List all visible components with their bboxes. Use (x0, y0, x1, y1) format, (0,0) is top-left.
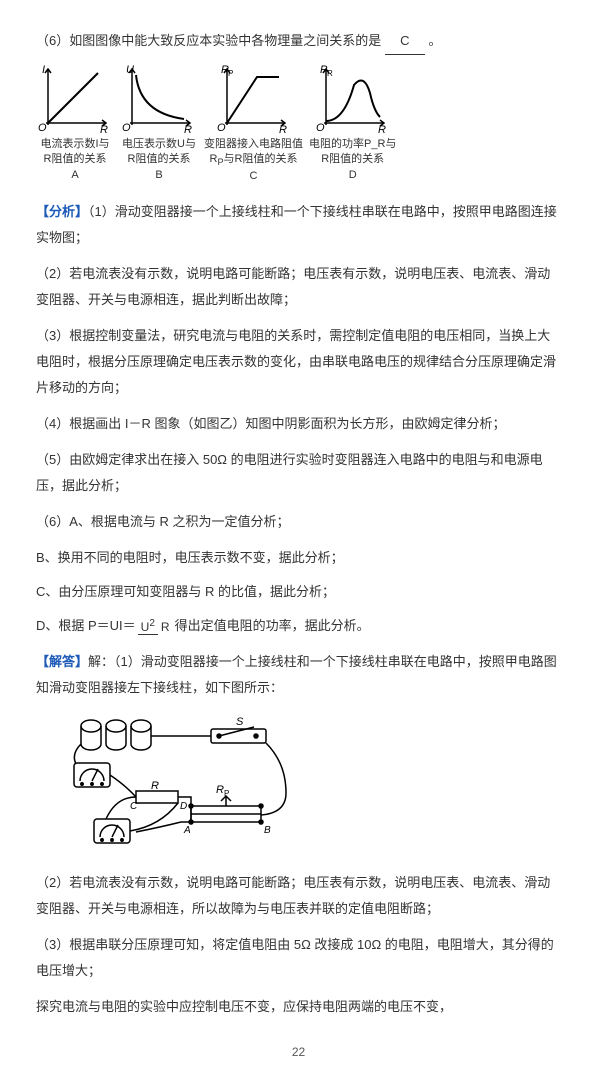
svg-text:R: R (279, 124, 287, 135)
svg-text:O: O (217, 122, 226, 134)
q6-answer-blank: C (385, 28, 425, 55)
page-number: 22 (36, 1040, 561, 1064)
opt-c: C、由分压原理可知变阻器与 R 的比值，据此分析； (36, 579, 561, 605)
d-pre: D、根据 P＝UI＝ (36, 618, 136, 633)
svg-text:R: R (151, 780, 159, 792)
svg-text:R: R (100, 124, 108, 135)
svg-text:U: U (126, 64, 134, 76)
fx-3: （3）根据控制变量法，研究电流与电阻的关系时，需控制定值电阻的电压相同，当换上大… (36, 323, 561, 401)
svg-text:O: O (38, 122, 47, 134)
svg-text:R: R (184, 124, 192, 135)
svg-text:B: B (264, 825, 271, 836)
jd-3a: （3）根据串联分压原理可知，将定值电阻由 5Ω 改接成 10Ω 的电阻，电阻增大… (36, 932, 561, 984)
fx-4: （4）根据画出 I－R 图象（如图乙）知图中阴影面积为长方形，由欧姆定律分析； (36, 411, 561, 437)
analysis-tag: 【分析】 (36, 204, 88, 219)
question-6: （6）如图图像中能大致反应本实验中各物理量之间关系的是 C 。 (36, 28, 561, 55)
svg-text:R: R (378, 124, 386, 135)
jd-2: （2）若电流表没有示数，说明电路可能断路；电压表有示数，说明电压表、电流表、滑动… (36, 870, 561, 922)
graph-row: I O R 电流表示数I与R阻值的关系A U O R 电压表示数U与R阻值的关系… (36, 63, 561, 185)
analysis-block: 【分析】（1）滑动变阻器接一个上接线柱和一个下接线柱串联在电路中，按照甲电路图连… (36, 199, 561, 251)
svg-text:P: P (228, 69, 233, 78)
svg-text:A: A (183, 825, 191, 836)
graph-C: RP O R 变阻器接入电路阻值RP与R阻值的关系C (204, 63, 303, 185)
svg-text:D: D (180, 801, 187, 812)
circuit-diagram: S RP A B R C D (56, 711, 561, 860)
fx-5: （5）由欧姆定律求出在接入 50Ω 的电阻进行实验时变阻器连入电路中的电阻与和电… (36, 447, 561, 499)
fx-2: （2）若电流表没有示数，说明电路可能断路；电压表有示数，说明电压表、电流表、滑动… (36, 261, 561, 313)
graph-B: U O R 电压表示数U与R阻值的关系B (120, 63, 198, 185)
q6-prefix: （6）如图图像中能大致反应本实验中各物理量之间关系的是 (36, 33, 381, 48)
graph-D: PR O R 电阻的功率P_R与R阻值的关系D (309, 63, 396, 185)
fx-6: （6）A、根据电流与 R 之积为一定值分析； (36, 509, 561, 535)
svg-text:P: P (224, 789, 229, 798)
opt-b: B、换用不同的电阻时，电压表示数不变，据此分析； (36, 545, 561, 571)
fx-1: （1）滑动变阻器接一个上接线柱和一个下接线柱串联在电路中，按照甲电路图连接实物图… (36, 204, 557, 245)
d-post: 得出定值电阻的功率，据此分析。 (175, 618, 370, 633)
svg-text:I: I (42, 64, 45, 76)
graph-A: I O R 电流表示数I与R阻值的关系A (36, 63, 114, 185)
answer-block: 【解答】解：（1）滑动变阻器接一个上接线柱和一个下接线柱串联在电路中，按照甲电路… (36, 649, 561, 701)
svg-text:R: R (216, 784, 224, 796)
opt-d: D、根据 P＝UI＝U2R得出定值电阻的功率，据此分析。 (36, 613, 561, 639)
svg-text:O: O (316, 122, 325, 134)
svg-text:R: R (327, 69, 333, 78)
svg-text:S: S (236, 716, 244, 728)
svg-text:O: O (122, 122, 131, 134)
fraction: U2R (138, 614, 173, 639)
jd-3b: 探究电流与电阻的实验中应控制电压不变，应保持电阻两端的电压不变， (36, 994, 561, 1020)
q6-suffix: 。 (428, 33, 441, 48)
jd-1: 解：（1）滑动变阻器接一个上接线柱和一个下接线柱串联在电路中，按照甲电路图知滑动… (36, 654, 557, 695)
answer-tag: 【解答】 (36, 654, 88, 669)
svg-text:C: C (130, 801, 138, 812)
